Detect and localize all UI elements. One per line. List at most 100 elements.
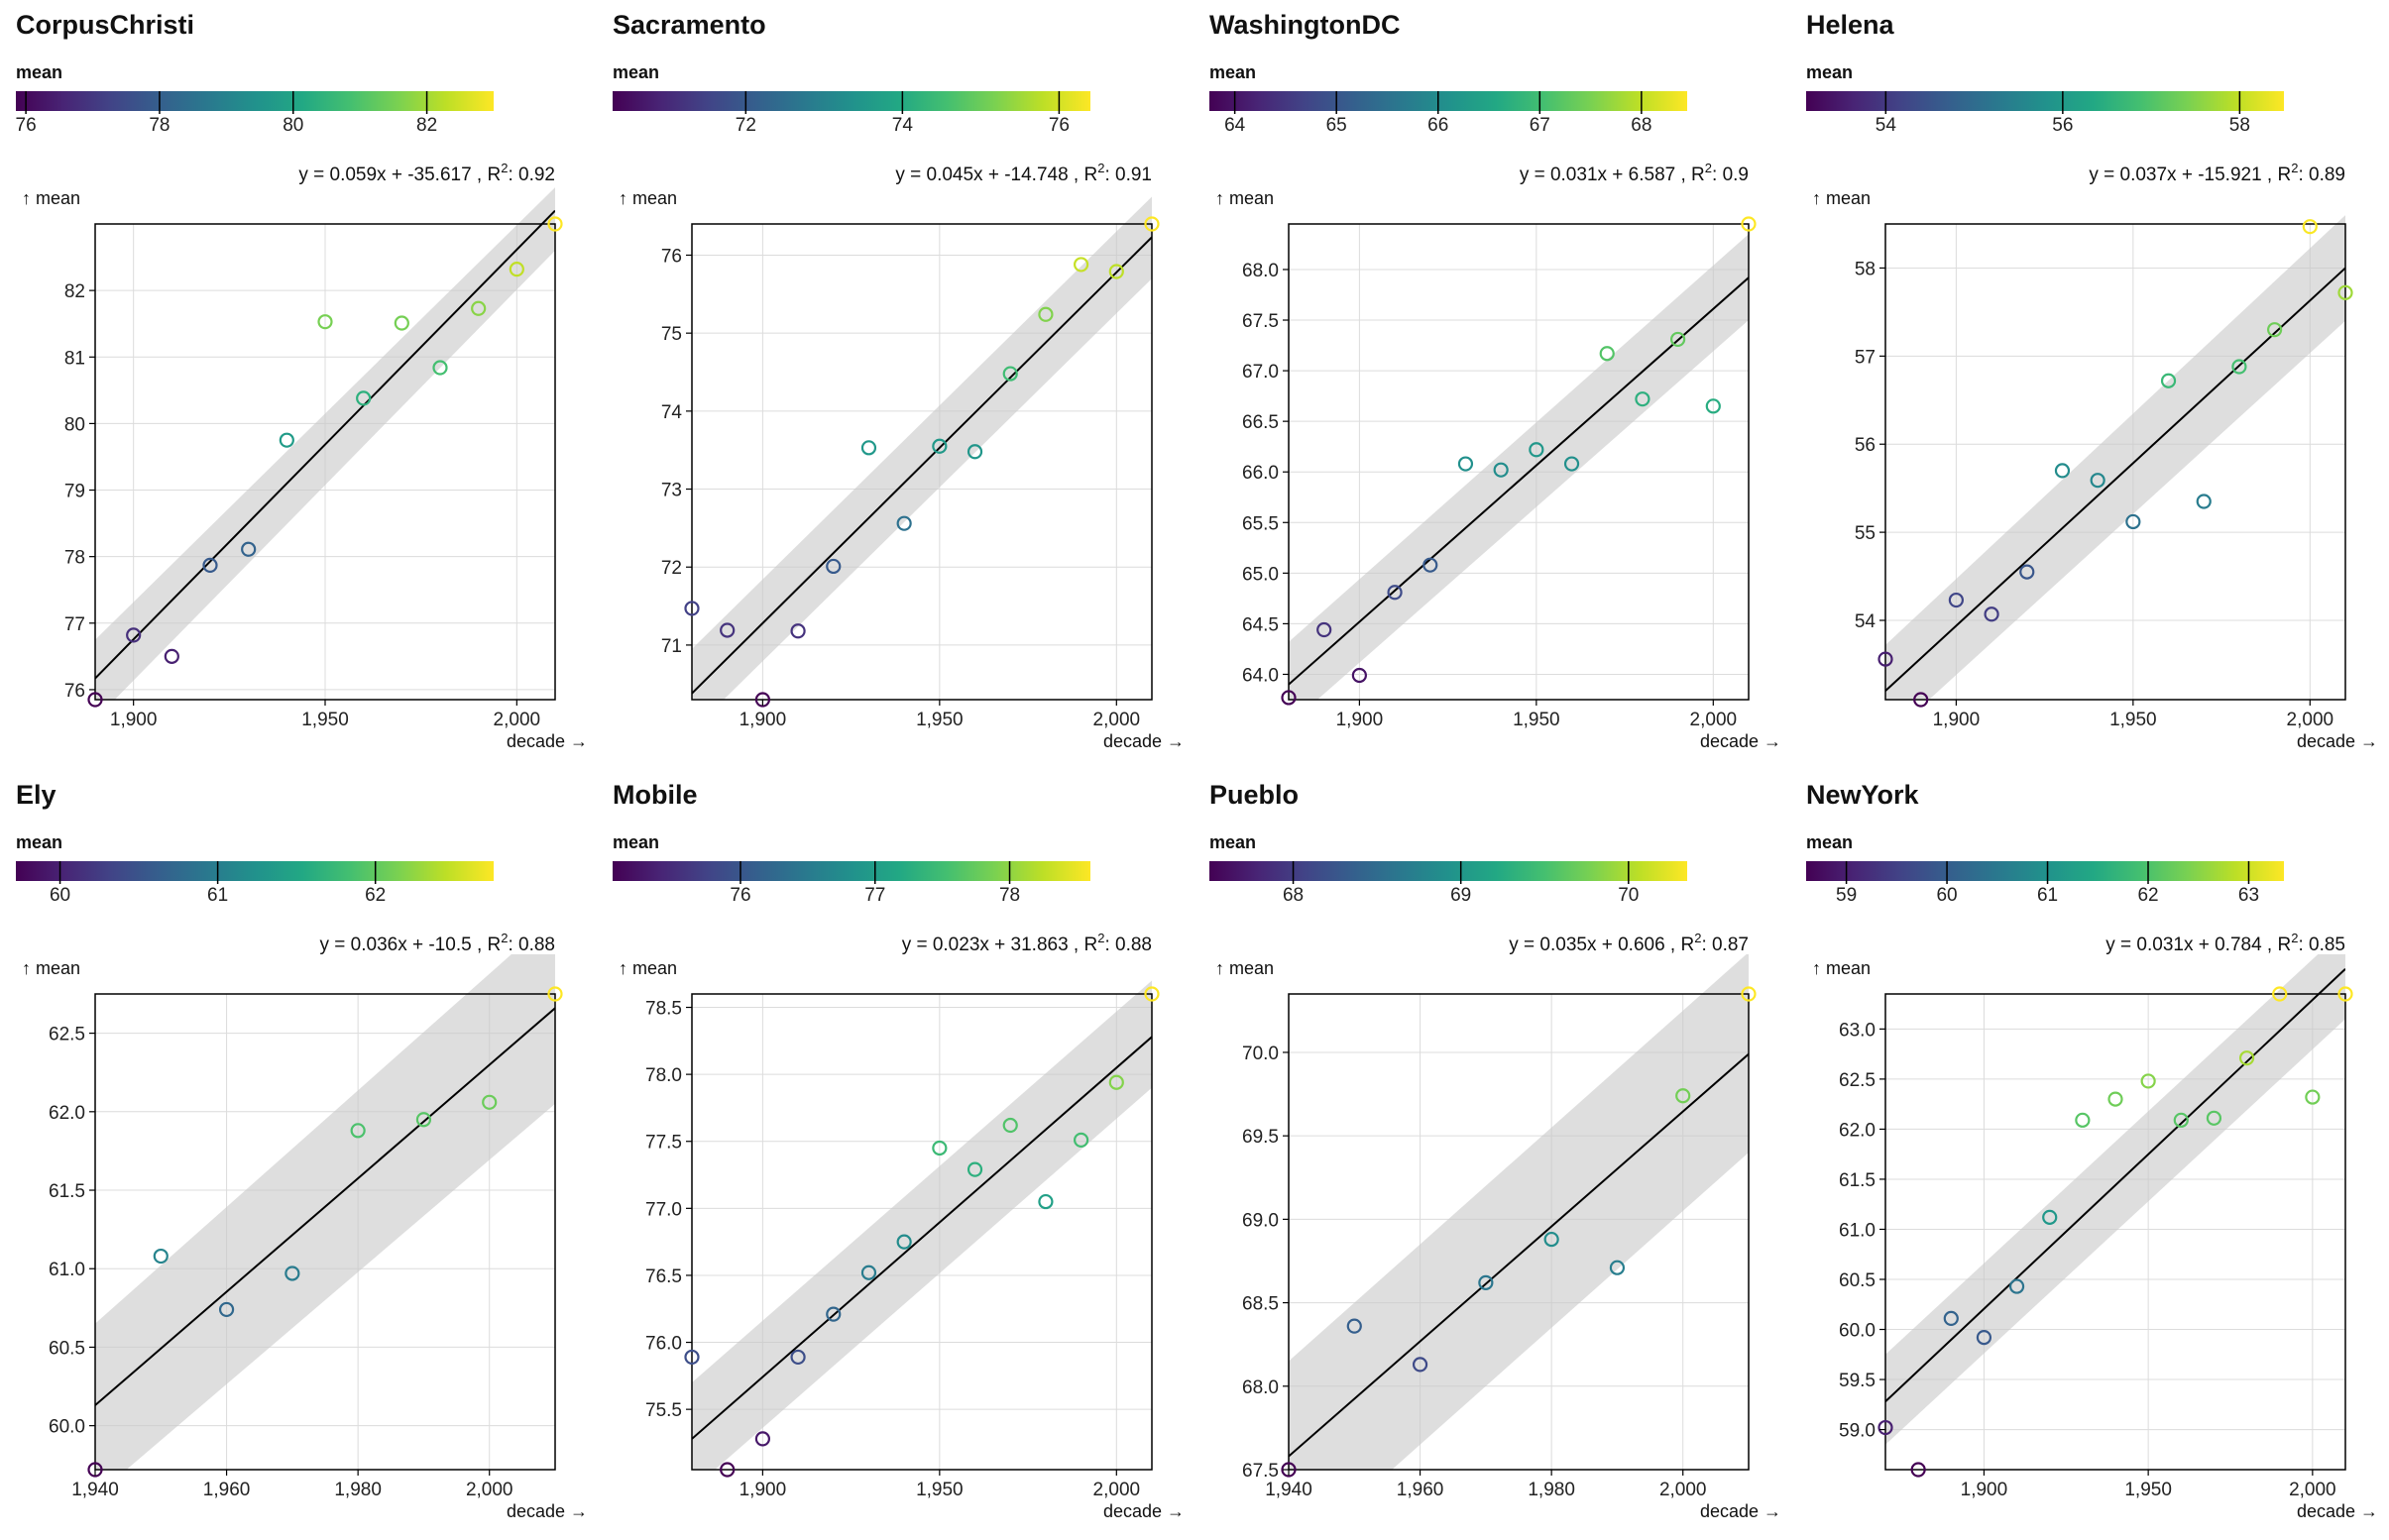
x-tick-label: 1,960 — [203, 1480, 251, 1500]
data-point — [2231, 359, 2247, 375]
r-squared-value: 0.92 — [518, 165, 555, 185]
data-point — [1074, 257, 1089, 273]
colorbar-tick-label: 67 — [1530, 115, 1550, 136]
data-point — [1910, 1462, 1926, 1478]
data-point — [1387, 585, 1403, 601]
data-point — [2206, 1110, 2222, 1126]
colorbar-tick-label: 56 — [2052, 115, 2073, 136]
data-point — [1346, 1318, 1362, 1334]
plot-frame — [691, 993, 1153, 1471]
confidence-band — [1885, 215, 2345, 700]
data-point — [1635, 391, 1650, 407]
data-point — [218, 1301, 235, 1318]
y-tick-label: 78.5 — [645, 999, 682, 1020]
confidence-band — [692, 196, 1152, 700]
y-tick-label: 76 — [661, 246, 682, 267]
regression-equation: y = 0.045x + -14.748 , R2: 0.91 — [895, 161, 1152, 185]
data-point — [1074, 1132, 1089, 1148]
data-point — [1144, 986, 1160, 1002]
data-point — [896, 1234, 912, 1250]
y-tick-label: 59.5 — [1839, 1371, 1876, 1391]
y-tick-label: 77.5 — [645, 1133, 682, 1154]
r-squared-colon: : — [2298, 165, 2309, 185]
data-point — [684, 1349, 700, 1366]
data-point — [932, 438, 948, 454]
data-point — [2196, 494, 2212, 509]
data-point — [1002, 366, 1018, 382]
colorbar-tick-label: 77 — [864, 885, 885, 906]
chart-title: NewYork — [1806, 780, 1920, 810]
data-point — [471, 300, 487, 316]
y-axis-label: ↑ mean — [1215, 958, 1274, 978]
data-point — [754, 692, 770, 708]
regression-line — [95, 209, 555, 680]
data-point — [1002, 1117, 1018, 1134]
x-tick-label: 1,900 — [1933, 710, 1981, 730]
chart-svg: Helena mean 54 56 58 y = 0.037x + -15.921 , R… — [1806, 10, 2378, 751]
r-squared-exponent: 2 — [2291, 931, 2298, 945]
data-point — [1943, 1310, 1959, 1327]
colorbar-tick-label: 82 — [416, 115, 437, 136]
x-tick-label: 1,950 — [2109, 710, 2157, 730]
data-point — [967, 444, 983, 460]
y-tick-label: 62.5 — [49, 1025, 85, 1045]
regression-equation: y = 0.036x + -10.5 , R2: 0.88 — [320, 931, 556, 955]
data-point — [1422, 557, 1438, 573]
equation-text: y = 0.045x + -14.748 , R — [895, 165, 1097, 185]
y-axis-label: ↑ mean — [22, 188, 80, 208]
data-point — [1478, 1274, 1494, 1290]
data-point — [2267, 322, 2283, 338]
y-axis-label: ↑ mean — [1812, 958, 1871, 978]
colorbar-tick-label: 74 — [892, 115, 914, 136]
data-point — [1948, 592, 1964, 608]
data-point — [1144, 216, 1160, 232]
data-point — [1351, 667, 1367, 684]
y-tick-label: 68.0 — [1242, 261, 1279, 281]
equation-text: y = 0.036x + -10.5 , R — [320, 935, 502, 955]
data-point — [1457, 456, 1474, 472]
colorbar-label: mean — [1806, 62, 1853, 82]
x-axis-label: decade → — [507, 731, 588, 751]
data-point — [2008, 1278, 2025, 1294]
chart-panel-sacramento: Sacramento mean 72 74 76 y = 0.045x + -14.748… — [597, 0, 1194, 770]
data-point — [87, 1462, 103, 1478]
y-tick-label: 62.0 — [49, 1103, 85, 1124]
y-tick-label: 78.0 — [645, 1065, 682, 1086]
x-tick-label: 2,000 — [466, 1480, 513, 1500]
data-point — [2090, 473, 2105, 489]
data-point — [87, 692, 103, 708]
equation-text: y = 0.037x + -15.921 , R — [2089, 165, 2291, 185]
data-point — [1543, 1231, 1559, 1248]
x-tick-label: 2,000 — [494, 710, 541, 730]
chart-svg: NewYork mean 59 60 61 62 63 y = 0.031x + 0.784 … — [1806, 780, 2378, 1521]
y-tick-label: 72 — [661, 558, 682, 579]
chart-panel-helena: Helena mean 54 56 58 y = 0.037x + -15.921 , R… — [1790, 0, 2387, 770]
y-tick-label: 75 — [661, 324, 682, 345]
data-point — [415, 1112, 432, 1128]
colorbar-tick-label: 63 — [2238, 885, 2259, 906]
chart-panel-corpuschristi: CorpusChristi mean 76 78 80 82 y = 0.059x + -3… — [0, 0, 597, 770]
regression-equation: y = 0.023x + 31.863 , R2: 0.88 — [902, 931, 1152, 955]
x-tick-label: 1,950 — [1513, 710, 1560, 730]
colorbar-tick-label: 61 — [2037, 885, 2058, 906]
x-tick-label: 1,900 — [1336, 710, 1384, 730]
x-axis-label: decade → — [507, 1501, 588, 1521]
data-point — [2140, 1073, 2156, 1089]
data-point — [2160, 373, 2177, 388]
r-squared-value: 0.88 — [518, 935, 555, 955]
data-point — [2075, 1112, 2091, 1128]
data-point — [394, 315, 409, 331]
y-tick-label: 67.5 — [1242, 1461, 1279, 1482]
y-axis-label: ↑ mean — [22, 958, 80, 978]
data-point — [826, 1306, 842, 1322]
colorbar-label: mean — [1806, 832, 1853, 852]
r-squared-value: 0.87 — [1712, 935, 1749, 955]
colorbar-tick-label: 62 — [365, 885, 386, 906]
data-point — [1913, 692, 1929, 708]
data-point — [720, 622, 736, 638]
data-point — [2107, 1091, 2123, 1107]
regression-equation: y = 0.035x + 0.606 , R2: 0.87 — [1509, 931, 1749, 955]
confidence-band — [1289, 234, 1749, 700]
plot-frame — [691, 223, 1153, 701]
y-tick-label: 66.0 — [1242, 463, 1279, 484]
